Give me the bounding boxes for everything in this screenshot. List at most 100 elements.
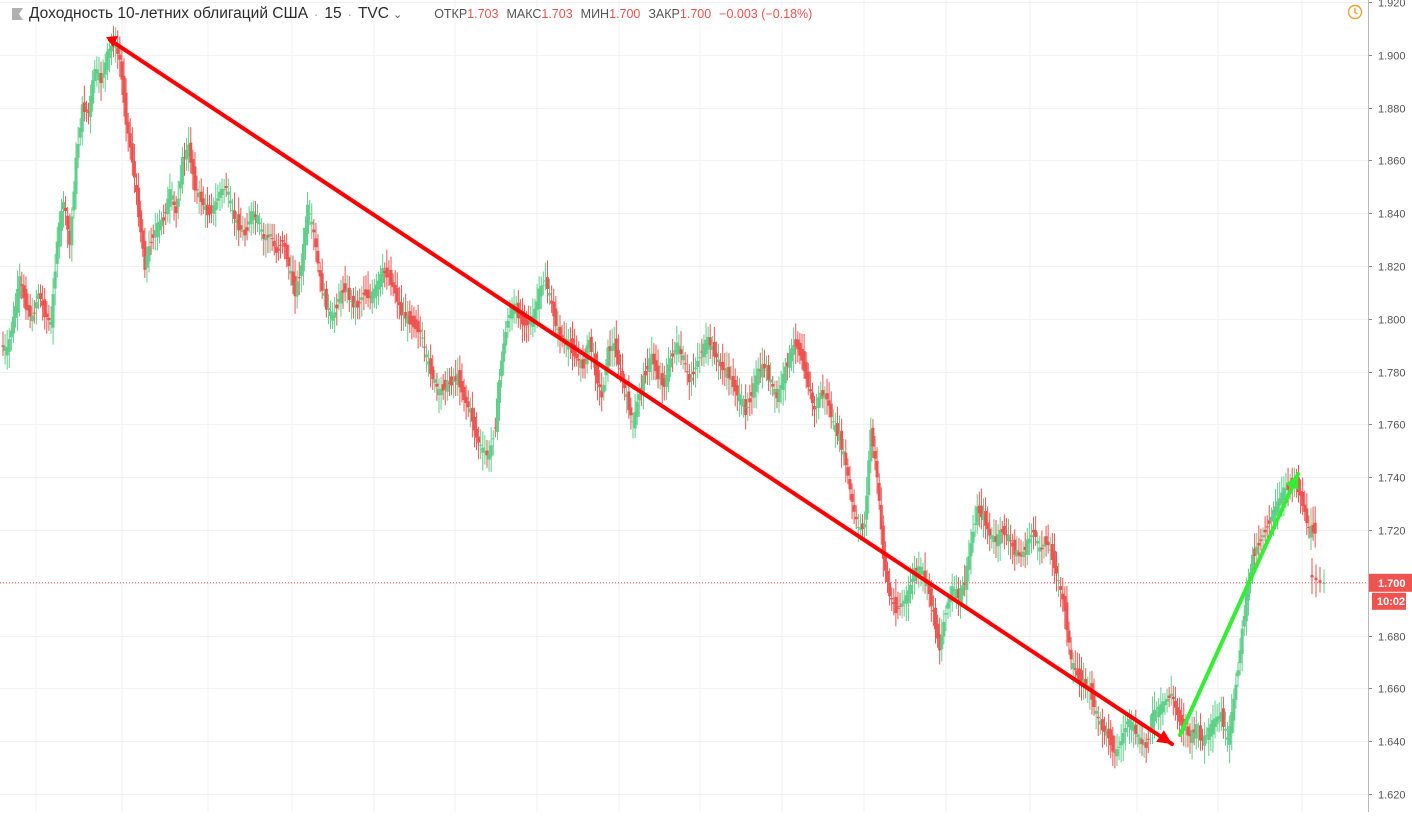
candle [1150,713,1154,729]
candle [189,142,193,163]
candle [894,597,898,614]
candle [1123,727,1127,733]
candle [729,378,733,380]
candle [1271,509,1275,522]
candle [239,225,243,230]
candle [1113,751,1117,753]
candle [105,51,109,71]
candle [283,243,287,247]
candle [101,74,105,78]
candle [1175,707,1179,716]
candle [61,201,65,210]
candle [187,144,191,157]
candle [66,215,70,230]
candle [714,353,718,358]
candle [270,238,274,240]
candle [1242,615,1246,627]
candle [681,355,685,361]
candle [126,121,130,134]
candle [295,281,299,297]
candle [798,342,802,356]
candle [610,345,614,352]
candle [1276,501,1280,513]
candle [354,303,358,307]
candle [16,288,20,313]
candle [107,48,111,58]
candle [59,210,63,231]
candle [137,187,141,218]
candle [1040,547,1044,550]
candle [1019,554,1023,557]
candle [497,380,501,403]
candle [527,321,531,324]
candle [1265,526,1269,528]
candle [1188,732,1192,737]
candle [616,350,620,365]
candle [1027,538,1031,544]
candle [1173,700,1177,708]
candle [172,201,176,205]
candle [301,244,305,272]
candle [57,222,61,248]
candle [758,369,762,371]
candle [988,528,992,536]
candle [692,371,696,375]
candle [341,290,345,293]
chevron-down-icon[interactable]: ⌄ [392,8,403,21]
candle [287,257,291,266]
candle [374,284,378,296]
candle [22,285,26,299]
candle [618,368,622,370]
source-label[interactable]: TVC [357,5,389,22]
candle [1255,546,1259,555]
candle [303,227,307,246]
candle [139,210,143,233]
candle [1282,487,1286,501]
candle [1044,536,1048,545]
candle [1280,492,1284,504]
flag-icon [12,8,23,20]
clock-icon[interactable] [1347,4,1363,20]
candle [1207,727,1211,741]
candle [1307,526,1311,528]
candle [548,293,552,296]
candle [160,219,164,227]
candle [545,277,549,290]
candle [174,206,178,214]
candle [351,295,355,308]
candle [178,181,182,189]
candle [149,241,153,243]
candle [827,400,831,406]
candle [345,289,349,293]
candle [297,277,301,279]
candle [241,230,245,233]
candle [383,271,387,274]
candle [404,312,408,319]
candle [1075,670,1079,676]
candle [558,326,562,338]
candle [865,495,869,520]
candle [424,354,428,358]
candle [1002,525,1006,535]
candle [76,144,80,158]
candle [1007,534,1011,542]
symbol-title[interactable]: Доходность 10-летних облигаций США [29,5,309,22]
candle [556,328,560,330]
candle [1067,630,1071,643]
candle [662,377,666,387]
candle [1286,482,1290,490]
candle [135,185,139,193]
candle [1184,729,1188,731]
candle [118,54,122,60]
candle [483,451,487,453]
candle [299,265,303,277]
candle [214,201,218,211]
interval-label[interactable]: 15 [324,5,342,22]
y-tick-label: 1.840 [1378,209,1406,221]
candle [1069,649,1073,660]
ohlc-open: ОТКР1.703 [434,7,499,21]
candle [312,229,316,233]
candle [704,339,708,355]
